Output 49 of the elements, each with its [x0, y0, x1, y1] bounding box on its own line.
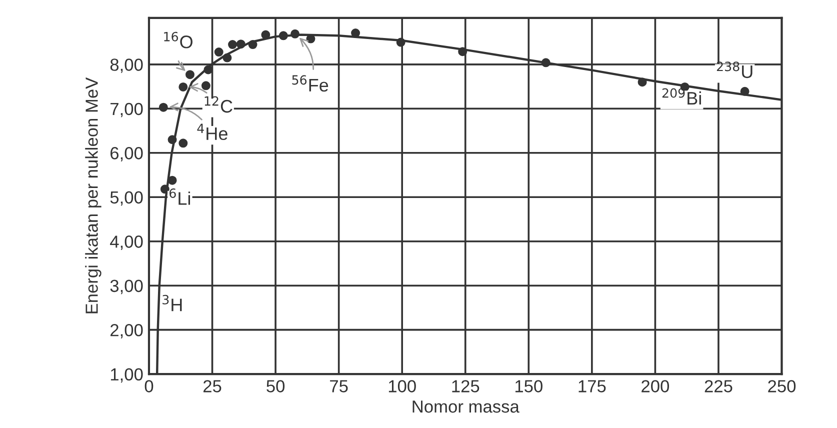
x-tick-label: 25 — [203, 380, 222, 392]
annotation: $^{12}$C — [204, 96, 232, 113]
point — [458, 47, 468, 56]
annotation: $^{4}$He — [197, 124, 228, 140]
point — [158, 102, 168, 112]
point — [201, 81, 210, 90]
y-tick-label: 5,00 — [110, 191, 143, 206]
point — [178, 138, 188, 148]
point — [214, 48, 224, 57]
point — [228, 40, 238, 50]
point — [168, 135, 177, 144]
point — [541, 58, 550, 68]
x-tick-label: 150 — [515, 380, 542, 392]
point — [222, 53, 232, 62]
y-tick-label: 7,00 — [110, 102, 143, 118]
point — [236, 40, 246, 49]
point — [160, 184, 170, 194]
annotation: $^{3}$H — [162, 294, 182, 312]
point — [740, 86, 750, 96]
point — [396, 38, 406, 47]
point — [638, 78, 647, 87]
x-tick-label: 175 — [578, 380, 606, 392]
point — [248, 40, 258, 50]
y-tick-label: 1,00 — [110, 368, 143, 383]
y-tick-label: 3,00 — [110, 280, 143, 294]
x-tick-label: 50 — [266, 380, 285, 392]
x-axis-title: Nomor massa — [412, 400, 520, 413]
x-tick-label: 75 — [330, 380, 348, 392]
y-tick-label: 6,00 — [110, 147, 143, 162]
x-tick-label: 125 — [452, 380, 480, 392]
point — [290, 29, 300, 38]
y-tick-label: 8,00 — [110, 58, 143, 73]
point — [185, 70, 194, 80]
annotation: $^{209}$Bi — [662, 88, 701, 105]
y-axis-title: Energi ikatan per nukleon MeV — [85, 77, 102, 314]
annotation: $^{16}$O — [164, 32, 192, 48]
point — [168, 176, 177, 185]
point — [178, 82, 188, 92]
x-tick-label: 0 — [144, 380, 154, 392]
x-tick-label: 225 — [704, 380, 732, 392]
point — [278, 31, 288, 40]
x-tick-label: 200 — [642, 380, 670, 392]
x-tick-label: 250 — [768, 380, 796, 392]
y-tick-label: 4,00 — [110, 236, 143, 250]
annotation: $^{6}$Li — [170, 188, 190, 205]
annotation: $^{56}$Fe — [292, 75, 328, 92]
y-tick-label: 2,00 — [110, 324, 143, 338]
point — [261, 30, 270, 40]
x-tick-label: 100 — [388, 380, 416, 392]
